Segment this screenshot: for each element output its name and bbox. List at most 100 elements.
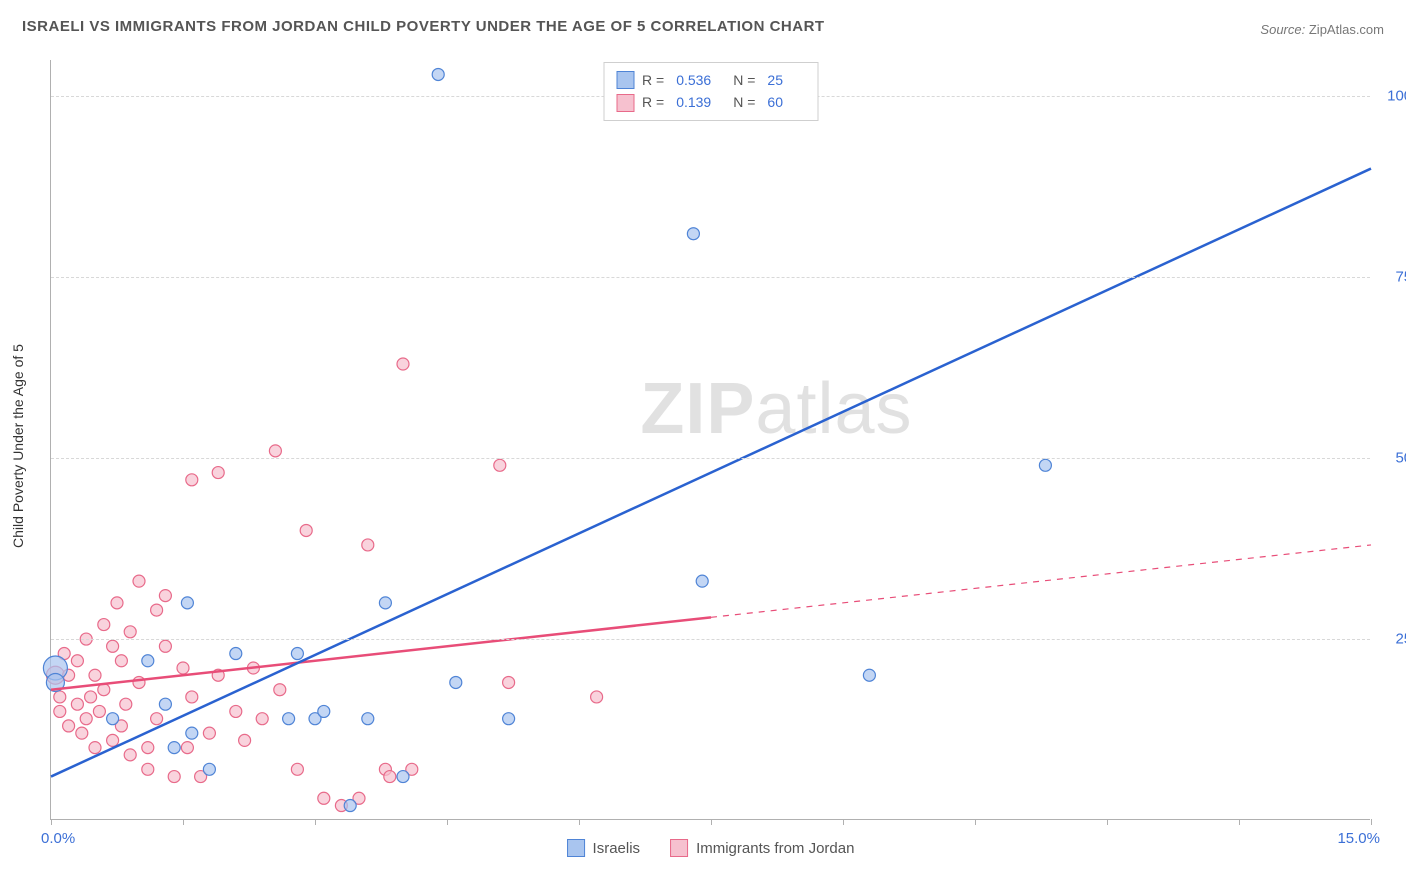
data-point <box>362 539 374 551</box>
x-tick-mark <box>315 819 316 825</box>
data-point <box>111 597 123 609</box>
data-point <box>212 467 224 479</box>
data-point <box>239 734 251 746</box>
source-label: Source: <box>1260 22 1305 37</box>
x-tick-mark <box>1239 819 1240 825</box>
data-point <box>107 713 119 725</box>
legend-series: Israelis Immigrants from Jordan <box>567 839 855 857</box>
source-name: ZipAtlas.com <box>1309 22 1384 37</box>
data-point <box>124 749 136 761</box>
data-point <box>256 713 268 725</box>
x-tick-mark <box>183 819 184 825</box>
data-point <box>93 705 105 717</box>
data-point <box>318 705 330 717</box>
data-point <box>142 655 154 667</box>
data-point <box>159 590 171 602</box>
x-tick-mark <box>51 819 52 825</box>
y-axis-label: Child Poverty Under the Age of 5 <box>10 344 26 548</box>
y-tick-label: 100.0% <box>1378 88 1406 105</box>
data-point <box>142 763 154 775</box>
data-point <box>120 698 132 710</box>
data-point <box>230 648 242 660</box>
data-point <box>159 698 171 710</box>
plot-area: ZIPatlas R =0.536 N =25 R =0.139 N =60 I… <box>50 60 1370 820</box>
swatch-pink-icon <box>670 839 688 857</box>
x-tick-mark <box>843 819 844 825</box>
data-point <box>274 684 286 696</box>
data-point <box>151 604 163 616</box>
swatch-blue <box>616 71 634 89</box>
data-point <box>71 655 83 667</box>
data-point <box>863 669 875 681</box>
data-point <box>186 727 198 739</box>
data-point <box>133 676 145 688</box>
data-point <box>503 713 515 725</box>
x-tick-mark <box>447 819 448 825</box>
data-point <box>1039 459 1051 471</box>
data-point <box>142 742 154 754</box>
data-point <box>591 691 603 703</box>
legend-label-blue: Israelis <box>593 840 641 857</box>
swatch-blue-icon <box>567 839 585 857</box>
data-point <box>133 575 145 587</box>
plot-svg <box>51 60 1370 819</box>
gridline <box>51 458 1370 459</box>
data-point <box>397 771 409 783</box>
chart-source: Source: ZipAtlas.com <box>1260 22 1384 37</box>
data-point <box>687 228 699 240</box>
data-point <box>71 698 83 710</box>
legend-item-pink: Immigrants from Jordan <box>670 839 854 857</box>
data-point <box>362 713 374 725</box>
data-point <box>168 742 180 754</box>
data-point <box>76 727 88 739</box>
data-point <box>54 705 66 717</box>
data-point <box>168 771 180 783</box>
legend-label-pink: Immigrants from Jordan <box>696 840 854 857</box>
data-point <box>186 691 198 703</box>
data-point <box>186 474 198 486</box>
data-point <box>80 713 92 725</box>
data-point <box>397 358 409 370</box>
data-point <box>98 619 110 631</box>
data-point <box>432 68 444 80</box>
gridline <box>51 277 1370 278</box>
data-point <box>89 669 101 681</box>
y-tick-label: 25.0% <box>1378 631 1406 648</box>
regression-line <box>51 617 711 689</box>
data-point <box>494 459 506 471</box>
legend-item-blue: Israelis <box>567 839 641 857</box>
y-tick-label: 75.0% <box>1378 269 1406 286</box>
data-point <box>269 445 281 457</box>
data-point <box>159 640 171 652</box>
data-point <box>384 771 396 783</box>
data-point <box>203 727 215 739</box>
data-point <box>63 720 75 732</box>
legend-row-pink: R =0.139 N =60 <box>616 91 797 113</box>
data-point <box>503 676 515 688</box>
r-pink: 0.139 <box>676 91 711 113</box>
x-tick-mark <box>579 819 580 825</box>
data-point <box>318 792 330 804</box>
legend-row-blue: R =0.536 N =25 <box>616 69 797 91</box>
regression-line <box>711 545 1371 617</box>
legend-correlation: R =0.536 N =25 R =0.139 N =60 <box>603 62 818 121</box>
data-point <box>696 575 708 587</box>
data-point <box>181 742 193 754</box>
data-point <box>300 524 312 536</box>
data-point <box>379 597 391 609</box>
n-blue: 25 <box>767 69 783 91</box>
data-point <box>107 640 119 652</box>
x-tick-mark <box>1107 819 1108 825</box>
data-point <box>283 713 295 725</box>
data-point <box>89 742 101 754</box>
data-point <box>124 626 136 638</box>
y-tick-label: 50.0% <box>1378 450 1406 467</box>
data-point <box>85 691 97 703</box>
data-point <box>291 763 303 775</box>
data-point <box>291 648 303 660</box>
x-label-right: 15.0% <box>1337 830 1380 847</box>
data-point <box>230 705 242 717</box>
regression-line <box>51 169 1371 777</box>
data-point <box>151 713 163 725</box>
data-point <box>181 597 193 609</box>
